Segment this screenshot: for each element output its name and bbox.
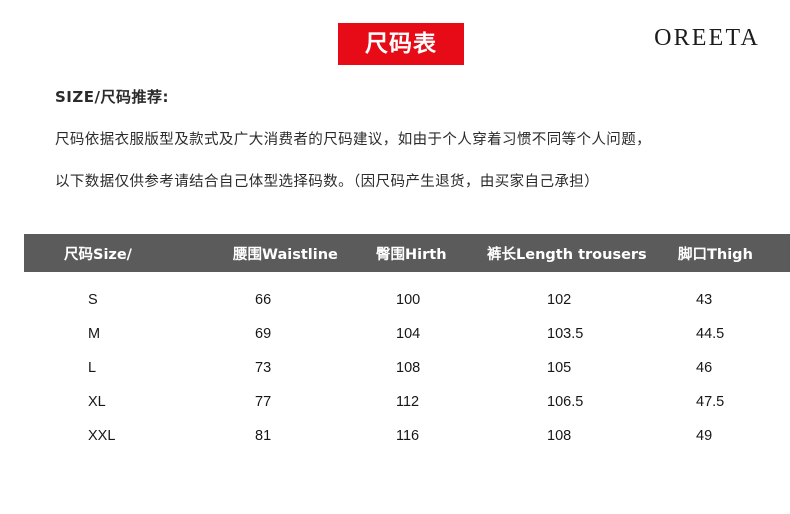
column-header-waistline: 腰围Waistline (233, 246, 338, 263)
table-row: M 69 104 103.5 44.5 (24, 317, 790, 351)
intro-section: SIZE/尺码推荐: 尺码依据衣服版型及款式及广大消费者的尺码建议，如由于个人穿… (0, 86, 790, 191)
column-header-length: 裤长Length trousers (487, 246, 647, 263)
column-header-size: 尺码Size/ (64, 246, 132, 263)
cell-size: M (24, 317, 233, 351)
cell-waistline: 81 (233, 419, 376, 453)
cell-hirth: 108 (376, 351, 487, 385)
cell-thigh: 44.5 (678, 317, 790, 351)
size-table-body: S 66 100 102 43 M 69 104 103.5 44.5 L 73… (24, 272, 790, 453)
page-header: 尺码表 OREETA (0, 0, 790, 78)
cell-thigh: 47.5 (678, 385, 790, 419)
table-row: L 73 108 105 46 (24, 351, 790, 385)
cell-length: 108 (487, 419, 678, 453)
cell-waistline: 73 (233, 351, 376, 385)
cell-hirth: 104 (376, 317, 487, 351)
cell-hirth: 100 (376, 272, 487, 317)
cell-waistline: 69 (233, 317, 376, 351)
cell-thigh: 49 (678, 419, 790, 453)
cell-size: S (24, 272, 233, 317)
cell-size: L (24, 351, 233, 385)
cell-size: XL (24, 385, 233, 419)
brand-logo: OREETA (654, 25, 760, 51)
cell-length: 102 (487, 272, 678, 317)
intro-paragraph-line-2: 以下数据仅供参考请结合自己体型选择码数。（因尺码产生退货，由买家自己承担） (55, 174, 600, 190)
table-row: XL 77 112 106.5 47.5 (24, 385, 790, 419)
intro-paragraph-line-1: 尺码依据衣服版型及款式及广大消费者的尺码建议，如由于个人穿着习惯不同等个人问题， (55, 132, 651, 148)
size-chart-title-banner: 尺码表 (338, 23, 464, 65)
table-header-row: 尺码Size/ 腰围Waistline 臀围Hirth 裤长Length tro… (24, 234, 790, 272)
column-header-thigh: 脚口Thigh (678, 246, 753, 263)
cell-length: 106.5 (487, 385, 678, 419)
cell-hirth: 112 (376, 385, 487, 419)
size-recommendation-heading: SIZE/尺码推荐: (55, 88, 169, 106)
cell-size: XXL (24, 419, 233, 453)
table-row: XXL 81 116 108 49 (24, 419, 790, 453)
cell-length: 103.5 (487, 317, 678, 351)
size-table-header: 尺码Size/ 腰围Waistline 臀围Hirth 裤长Length tro… (24, 234, 790, 272)
size-chart-title: 尺码表 (365, 30, 437, 57)
cell-hirth: 116 (376, 419, 487, 453)
cell-length: 105 (487, 351, 678, 385)
column-header-hirth: 臀围Hirth (376, 246, 447, 263)
cell-waistline: 77 (233, 385, 376, 419)
cell-waistline: 66 (233, 272, 376, 317)
size-table-container: 尺码Size/ 腰围Waistline 臀围Hirth 裤长Length tro… (24, 234, 790, 453)
table-row: S 66 100 102 43 (24, 272, 790, 317)
cell-thigh: 43 (678, 272, 790, 317)
cell-thigh: 46 (678, 351, 790, 385)
size-table: 尺码Size/ 腰围Waistline 臀围Hirth 裤长Length tro… (24, 234, 790, 453)
